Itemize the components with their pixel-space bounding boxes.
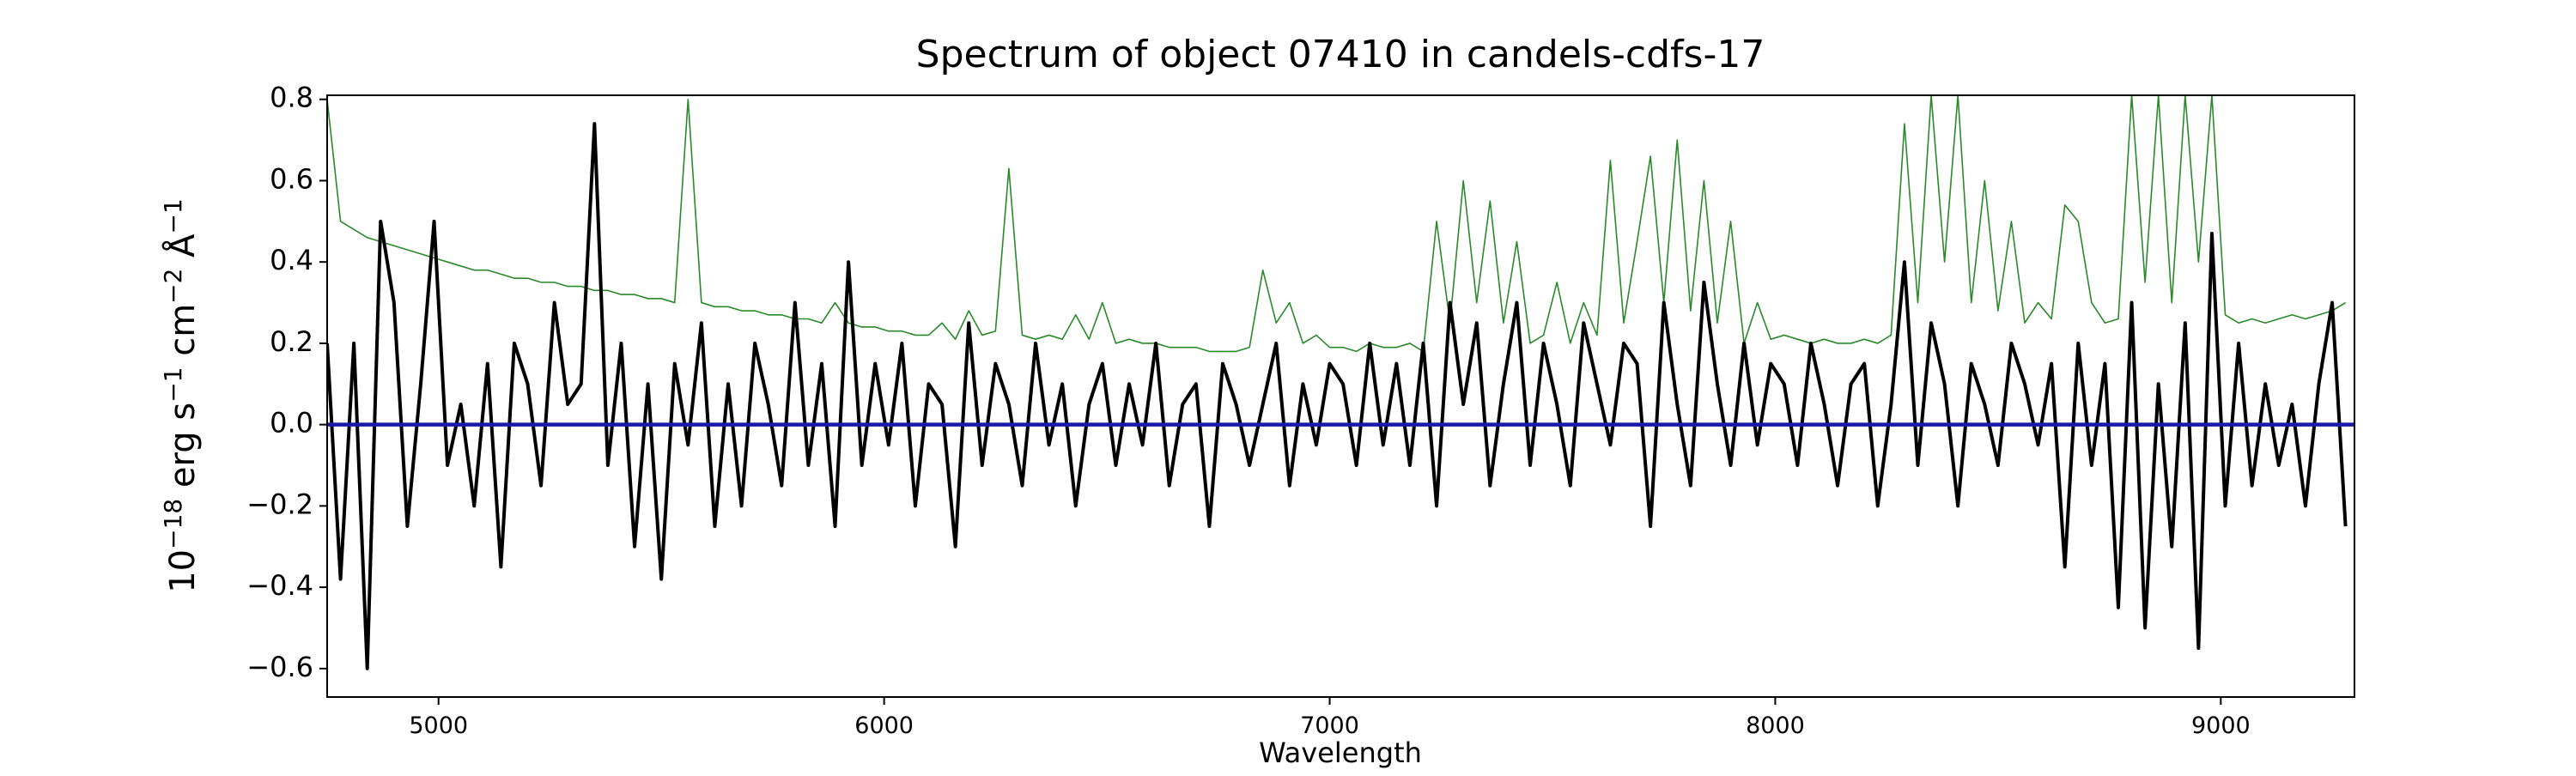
y-tick-label: −0.6 [246,651,313,683]
chart-title: Spectrum of object 07410 in candels-cdfs… [916,33,1765,76]
x-axis-label: Wavelength [1259,737,1422,769]
x-tick-label: 9000 [2191,712,2251,739]
spectrum-line [327,122,2348,670]
y-label-text: cm [163,304,203,367]
y-tick-label: 0.4 [270,244,313,276]
y-tick-label: −0.4 [246,569,313,602]
y-tick-label: 0.0 [270,407,313,440]
y-label-superscript: −1 [159,198,187,233]
x-tick-label: 7000 [1300,712,1359,739]
x-tick-label: 6000 [854,712,914,739]
y-tick-label: 0.6 [270,162,313,195]
y-tick-label: 0.8 [270,82,313,114]
spectrum-line [327,95,2347,353]
plot-area [327,95,2354,670]
y-tick-label: 0.2 [270,325,313,358]
y-axis-label: 10−18 erg s−1 cm−2 Å−1 [159,198,203,593]
y-label-superscript: −1 [159,367,187,403]
plot-frame [326,94,2355,698]
y-tick-label: −0.2 [246,488,313,520]
x-tick-label: 5000 [409,712,468,739]
y-label-superscript: −2 [159,269,187,304]
y-label-superscript: −18 [159,499,187,549]
x-tick-label: 8000 [1746,712,1805,739]
y-label-text: 10 [163,549,203,593]
y-label-text: erg s [163,403,203,499]
y-label-text: Å [161,233,203,269]
